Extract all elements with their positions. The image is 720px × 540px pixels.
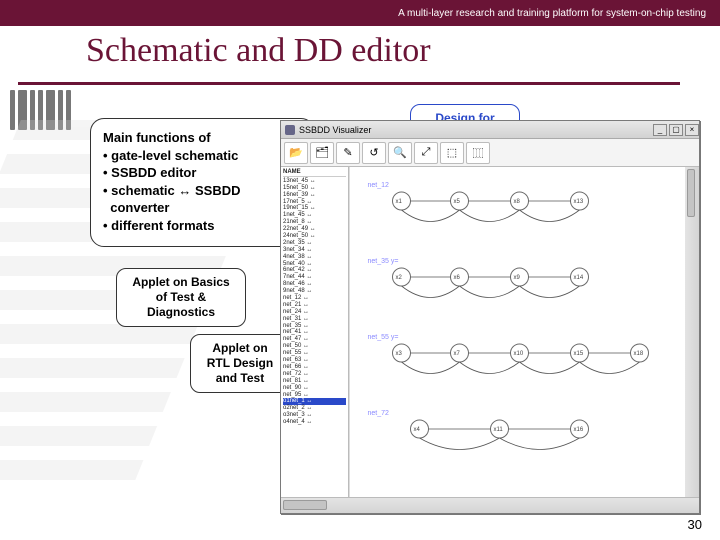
window-titlebar[interactable]: SSBDD Visualizer _ ▢ × <box>281 121 699 139</box>
vertical-scrollbar[interactable] <box>685 167 699 497</box>
signal-row[interactable]: 8net_46 ↔ <box>283 281 346 288</box>
toolbar-button-5[interactable]: ⤢ <box>414 142 438 164</box>
signal-row[interactable]: 13net_45 ↔ <box>283 178 346 185</box>
signal-list-panel[interactable]: NAME 13net_45 ↔15net_50 ↔16net_39 ↔17net… <box>281 167 349 497</box>
signal-row[interactable]: net_66 ↔ <box>283 364 346 371</box>
signal-list-header: NAME <box>283 169 346 177</box>
signal-row[interactable]: net_41 ↔ <box>283 329 346 336</box>
signal-row[interactable]: net_63 ↔ <box>283 357 346 364</box>
window-title: SSBDD Visualizer <box>299 125 371 135</box>
signal-row[interactable]: net_21 ↔ <box>283 302 346 309</box>
signal-row[interactable]: o3net_3 ↔ <box>283 412 346 419</box>
page-title: Schematic and DD editor <box>86 32 431 70</box>
slide: A multi-layer research and training plat… <box>0 0 720 540</box>
signal-row[interactable]: net_95 ↔ <box>283 392 346 399</box>
signal-row[interactable]: 15net_50 ↔ <box>283 185 346 192</box>
box-applet-basics: Applet on Basics of Test & Diagnostics <box>116 268 246 327</box>
signal-row[interactable]: 17net_5 ↔ <box>283 199 346 206</box>
signal-row[interactable]: net_47 ↔ <box>283 336 346 343</box>
title-rule <box>18 82 680 85</box>
banner-subtitle: A multi-layer research and training plat… <box>398 8 706 19</box>
top-banner: A multi-layer research and training plat… <box>0 0 720 26</box>
svg-text:x4: x4 <box>414 427 421 433</box>
svg-text:x3: x3 <box>396 351 403 357</box>
signal-row[interactable]: 22net_49 ↔ <box>283 226 346 233</box>
svg-text:net_12: net_12 <box>368 182 390 189</box>
svg-text:x16: x16 <box>574 427 584 433</box>
signal-row[interactable]: 19net_15 ↔ <box>283 205 346 212</box>
svg-text:x14: x14 <box>574 275 584 281</box>
funcbox-item: • SSBDD editor <box>103 164 302 182</box>
signal-row[interactable]: net_50 ↔ <box>283 343 346 350</box>
signal-row[interactable]: 1net_45 ↔ <box>283 212 346 219</box>
signal-row[interactable]: 21net_8 ↔ <box>283 219 346 226</box>
funcbox-item: • gate-level schematic <box>103 147 302 165</box>
svg-text:net_55 y=: net_55 y= <box>368 334 399 341</box>
signal-row[interactable]: o2net_2 ↔ <box>283 405 346 412</box>
window-body: NAME 13net_45 ↔15net_50 ↔16net_39 ↔17net… <box>281 167 699 497</box>
svg-text:net_72: net_72 <box>368 410 390 417</box>
svg-text:x2: x2 <box>396 275 403 281</box>
signal-row[interactable]: net_90 ↔ <box>283 385 346 392</box>
v-scroll-thumb[interactable] <box>687 169 695 217</box>
toolbar-button-1[interactable]: 🗂 <box>310 142 334 164</box>
svg-text:x13: x13 <box>574 199 584 205</box>
page-number: 30 <box>688 517 702 532</box>
toolbar-button-2[interactable]: ✎ <box>336 142 360 164</box>
diagram-svg: net_12 x1 x5 x8 x13 net_35 y= x2 x6 x9 x14 net_55 … <box>350 167 699 497</box>
box-applet1-label: Applet on Basics of Test & Diagnostics <box>132 275 229 319</box>
signal-row[interactable]: 24net_50 ↔ <box>283 233 346 240</box>
horizontal-scrollbar[interactable] <box>281 498 699 513</box>
signal-row[interactable]: 5net_40 ↔ <box>283 261 346 268</box>
diagram-canvas[interactable]: net_12 x1 x5 x8 x13 net_35 y= x2 x6 x9 x14 net_55 … <box>349 167 699 497</box>
funcbox-item: converter <box>103 199 302 217</box>
toolbar: 📂🗂✎↺🔍⤢⬚⿲ <box>281 139 699 167</box>
funcbox-item: • different formats <box>103 217 302 235</box>
svg-text:x9: x9 <box>514 275 521 281</box>
signal-row[interactable]: net_72 ↔ <box>283 371 346 378</box>
svg-text:x5: x5 <box>454 199 461 205</box>
funcbox-heading: Main functions of <box>103 129 302 147</box>
toolbar-button-6[interactable]: ⬚ <box>440 142 464 164</box>
svg-text:net_35 y=: net_35 y= <box>368 258 399 265</box>
toolbar-button-3[interactable]: ↺ <box>362 142 386 164</box>
statusbar <box>281 497 699 513</box>
signal-row[interactable]: 4net_38 ↔ <box>283 254 346 261</box>
signal-row[interactable]: net_55 ↔ <box>283 350 346 357</box>
signal-row[interactable]: o1net_1 ↔ <box>283 398 346 405</box>
signal-row[interactable]: net_12 ↔ <box>283 295 346 302</box>
minimize-button[interactable]: _ <box>653 124 667 136</box>
close-button[interactable]: × <box>685 124 699 136</box>
toolbar-button-4[interactable]: 🔍 <box>388 142 412 164</box>
toolbar-button-7[interactable]: ⿲ <box>466 142 490 164</box>
svg-text:x8: x8 <box>514 199 521 205</box>
signal-row[interactable]: 9net_48 ↔ <box>283 288 346 295</box>
signal-row[interactable]: 3net_34 ↔ <box>283 247 346 254</box>
funcbox-item: • schematic ↔ SSBDD <box>103 182 302 200</box>
svg-text:x1: x1 <box>396 199 403 205</box>
svg-text:x18: x18 <box>634 351 644 357</box>
signal-row[interactable]: net_35 ↔ <box>283 323 346 330</box>
app-icon <box>285 125 295 135</box>
svg-text:x10: x10 <box>514 351 524 357</box>
svg-text:x7: x7 <box>454 351 461 357</box>
signal-row[interactable]: net_24 ↔ <box>283 309 346 316</box>
signal-row[interactable]: 7net_44 ↔ <box>283 274 346 281</box>
signal-row[interactable]: o4net_4 ↔ <box>283 419 346 426</box>
box-applet2-label: Applet on RTL Design and Test <box>207 341 273 385</box>
svg-text:x11: x11 <box>494 427 504 433</box>
signal-row[interactable]: 6net_42 ↔ <box>283 267 346 274</box>
signal-row[interactable]: 2net_35 ↔ <box>283 240 346 247</box>
h-scroll-thumb[interactable] <box>283 500 327 510</box>
box-applet-rtl: Applet on RTL Design and Test <box>190 334 290 393</box>
signal-row[interactable]: net_31 ↔ <box>283 316 346 323</box>
signal-row[interactable]: net_81 ↔ <box>283 378 346 385</box>
svg-text:x15: x15 <box>574 351 584 357</box>
signal-row[interactable]: 16net_39 ↔ <box>283 192 346 199</box>
svg-text:x6: x6 <box>454 275 461 281</box>
ssbdd-visualizer-window: SSBDD Visualizer _ ▢ × 📂🗂✎↺🔍⤢⬚⿲ NAME 13n… <box>280 120 700 514</box>
maximize-button[interactable]: ▢ <box>669 124 683 136</box>
toolbar-button-0[interactable]: 📂 <box>284 142 308 164</box>
